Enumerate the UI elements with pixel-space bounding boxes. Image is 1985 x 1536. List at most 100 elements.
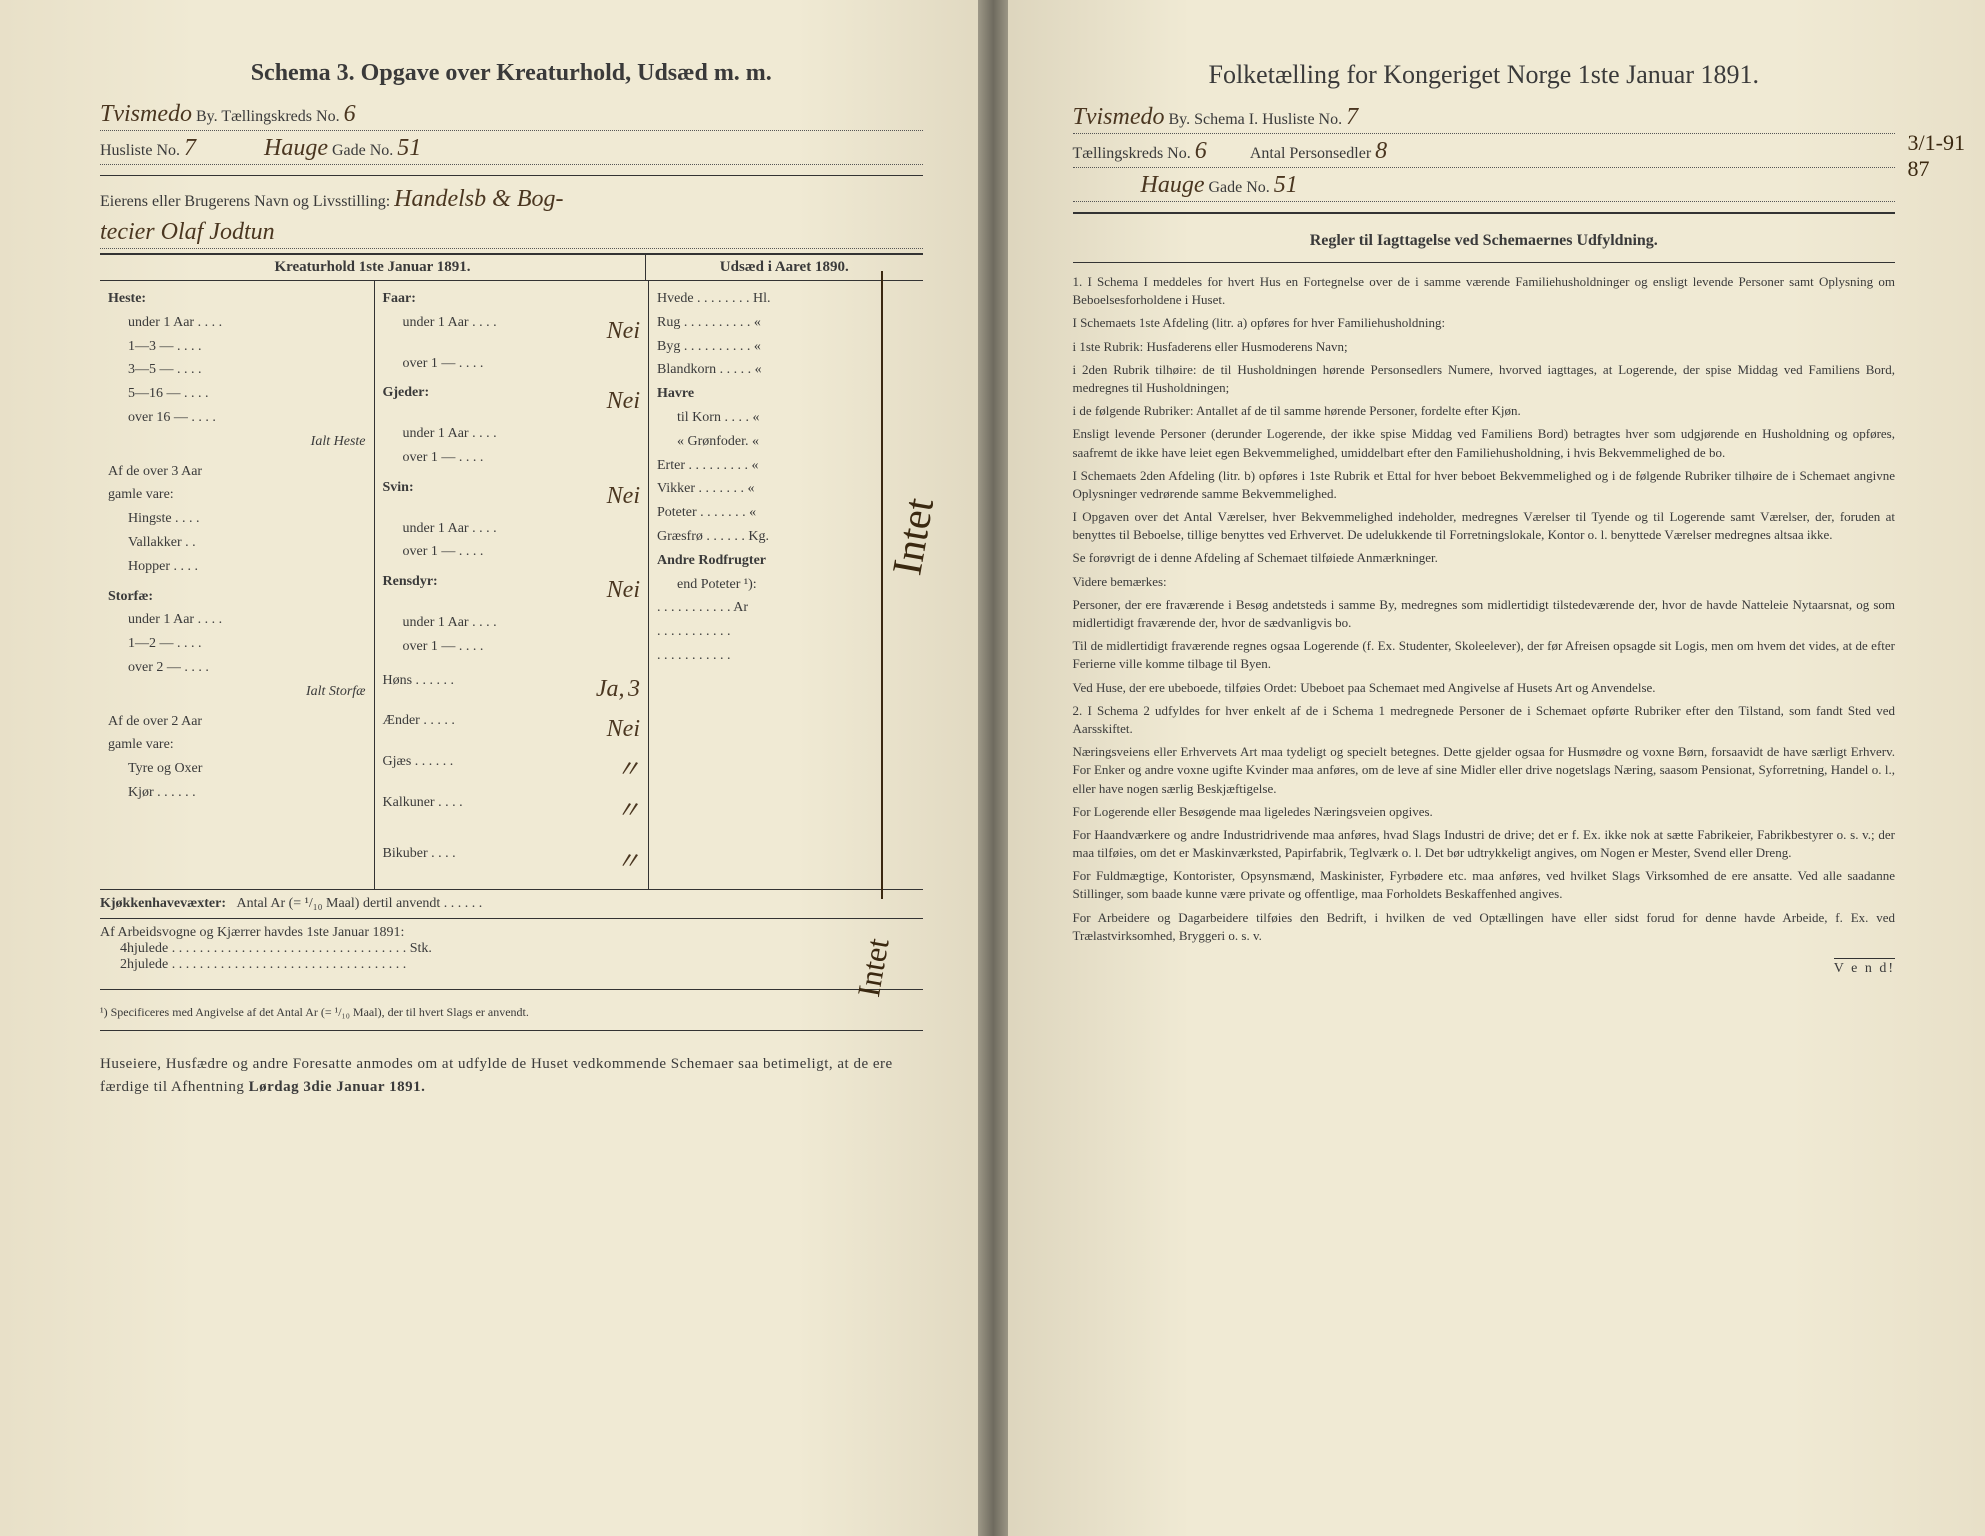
hingste: Hingste . . . . [108, 507, 366, 531]
r-line1-rest: By. Schema I. Husliste No. [1169, 111, 1343, 128]
storfae-head: Storfæ: [108, 585, 366, 609]
heste-516: 5—16 — . . . . [108, 382, 366, 406]
svin-head: Svin: [383, 476, 414, 517]
data-columns: Heste: under 1 Aar . . . . 1—3 — . . . .… [100, 280, 923, 890]
by-line: Tvismedo By. Tællingskreds No. 6 [100, 101, 923, 131]
svin-nei: Nei [607, 476, 640, 517]
by-value: Tvismedo [100, 101, 192, 128]
af3: Af de over 3 Aar [108, 460, 366, 484]
aender: Ænder . . . . . [383, 709, 455, 750]
left-page: Schema 3. Opgave over Kreaturhold, Udsæd… [0, 0, 993, 1536]
rules-title: Regler til Iagttagelse ved Schemaernes U… [1073, 232, 1896, 250]
rule-p15: Næringsveiens eller Erhvervets Art maa t… [1073, 743, 1896, 798]
r-line3: Hauge Gade No. 51 [1073, 172, 1896, 202]
eier-line: Eierens eller Brugerens Navn og Livsstil… [100, 186, 923, 215]
poteter: Poteter . . . . . . . « [657, 501, 915, 525]
havre: Havre [657, 382, 915, 406]
rensdyr-head: Rensdyr: [383, 570, 438, 611]
husliste-label: Husliste No. [100, 142, 180, 159]
census-book-spread: Schema 3. Opgave over Kreaturhold, Udsæd… [0, 0, 1985, 1536]
r-line2: Tællingskreds No. 6 Antal Personsedler 8 [1073, 138, 1896, 168]
husliste-line: Husliste No. 7 Hauge Gade No. 51 [100, 135, 923, 165]
rule-p19: For Arbeidere og Dagarbeidere tilføies d… [1073, 909, 1896, 945]
footnote: ¹) Specificeres med Angivelse af det Ant… [100, 1004, 923, 1021]
eier-label: Eierens eller Brugerens Navn og Livsstil… [100, 193, 390, 210]
gade-label: Gade No. [332, 142, 393, 159]
gjeder-head: Gjeder: [383, 381, 430, 422]
kreds-no: 6 [344, 101, 384, 128]
right-page: Folketælling for Kongeriget Norge 1ste J… [993, 0, 1985, 1536]
hopper: Hopper . . . . [108, 555, 366, 579]
r-gade-hw: Hauge [1141, 172, 1205, 198]
blank1: . . . . . . . . . . . [657, 620, 915, 644]
rule-p2: I Schemaets 1ste Afdeling (litr. a) opfø… [1073, 314, 1896, 332]
col-udsaed: Hvede . . . . . . . . Hl. Rug . . . . . … [648, 281, 923, 889]
rensdyr-u1: under 1 Aar . . . . [383, 611, 641, 635]
margin-date: 3/1-91 87 [1908, 130, 1965, 182]
rule-p7: I Schemaets 2den Afdeling (litr. b) opfø… [1073, 467, 1896, 503]
heste-13: 1—3 — . . . . [108, 335, 366, 359]
book-spine [978, 0, 1008, 1536]
col-heste-storfae: Heste: under 1 Aar . . . . 1—3 — . . . .… [100, 281, 374, 889]
heste-head: Heste: [108, 287, 366, 311]
hons: Høns . . . . . . [383, 669, 455, 710]
rule-p12: Til de midlertidigt fraværende regnes og… [1073, 637, 1896, 673]
erter: Erter . . . . . . . . . « [657, 454, 915, 478]
kjokken-rest: Antal Ar (= ¹/₁₀ Maal) dertil anvendt . … [230, 896, 483, 911]
vertical-intet-1: Intet [872, 493, 956, 581]
rule-p6: Ensligt levende Personer (derunder Loger… [1073, 425, 1896, 461]
vallakker: Vallakker . . [108, 531, 366, 555]
r-kreds-label: Tællingskreds No. [1073, 145, 1191, 162]
tilkorn: til Korn . . . . « [657, 406, 915, 430]
gjeder-u1: under 1 Aar . . . . [383, 422, 641, 446]
arbeidsvogne-block: Af Arbeidsvogne og Kjærrer havdes 1ste J… [100, 919, 923, 979]
gamle2: gamle vare: [108, 733, 366, 757]
husliste-no: 7 [184, 135, 224, 162]
ialt-storfae: Ialt Storfæ [108, 680, 366, 704]
hvede: Hvede . . . . . . . . Hl. [657, 287, 915, 311]
rule-p8: I Opgaven over det Antal Værelser, hver … [1073, 508, 1896, 544]
gade-no: 51 [397, 135, 437, 162]
blandkorn: Blandkorn . . . . . « [657, 358, 915, 382]
census-title: Folketælling for Kongeriget Norge 1ste J… [1073, 60, 1896, 90]
hjul2: 2hjulede . . . . . . . . . . . . . . . .… [100, 957, 923, 973]
kjor: Kjør . . . . . . [108, 781, 366, 805]
ar-line: . . . . . . . . . . . Ar [657, 596, 915, 620]
arbeids-label: Af Arbeidsvogne og Kjærrer havdes 1ste J… [100, 925, 923, 941]
bikuber: Bikuber . . . . [383, 842, 456, 883]
kjokken-line: Kjøkkenhavevæxter: Antal Ar (= ¹/₁₀ Maal… [100, 890, 923, 919]
rule-p9: Se forøvrigt de i denne Afdeling af Sche… [1073, 549, 1896, 567]
r-by-hw: Tvismedo [1073, 104, 1165, 130]
eier-line-2: tecier Olaf Jodtun [100, 219, 923, 249]
hjul4: 4hjulede . . . . . . . . . . . . . . . .… [100, 941, 923, 957]
gjeder-nei: Nei [607, 381, 640, 422]
rug: Rug . . . . . . . . . . « [657, 311, 915, 335]
faar-nei: Nei [607, 311, 640, 352]
heste-35: 3—5 — . . . . [108, 358, 366, 382]
col-faar-etc: Faar: under 1 Aar . . . .Nei over 1 — . … [374, 281, 649, 889]
r-gadeno-hw: 51 [1274, 172, 1314, 199]
aender-nei: Nei [607, 709, 640, 750]
r-kreds-hw: 6 [1195, 138, 1235, 165]
vend-label: V e n d! [1834, 958, 1895, 977]
rule-p13: Ved Huse, der ere ubeboede, tilføies Ord… [1073, 679, 1896, 697]
kalkuner: Kalkuner . . . . [383, 791, 463, 832]
hons-ja: Ja, [596, 676, 625, 702]
r-husliste-hw: 7 [1346, 104, 1386, 131]
rule-p14: 2. I Schema 2 udfyldes for hver enkelt a… [1073, 702, 1896, 738]
gamle: gamle vare: [108, 483, 366, 507]
gjaes-mark: 〃 [616, 750, 640, 791]
faar-u1: under 1 Aar . . . . [383, 311, 497, 352]
rule-p1: 1. I Schema I meddeles for hvert Hus en … [1073, 273, 1896, 309]
faar-head: Faar: [383, 287, 416, 311]
rule-p18: For Fuldmægtige, Kontorister, Opsynsmænd… [1073, 867, 1896, 903]
rensdyr-nei: Nei [607, 570, 640, 611]
rensdyr-o1: over 1 — . . . . [383, 635, 641, 659]
af2: Af de over 2 Aar [108, 710, 366, 734]
gjaes: Gjæs . . . . . . [383, 750, 454, 791]
bikuber-mark: 〃 [616, 842, 640, 883]
kjokken-label: Kjøkkenhavevæxter: [100, 896, 226, 911]
storfae-o2: over 2 — . . . . [108, 656, 366, 680]
gjeder-o1: over 1 — . . . . [383, 446, 641, 470]
heste-o16: over 16 — . . . . [108, 406, 366, 430]
